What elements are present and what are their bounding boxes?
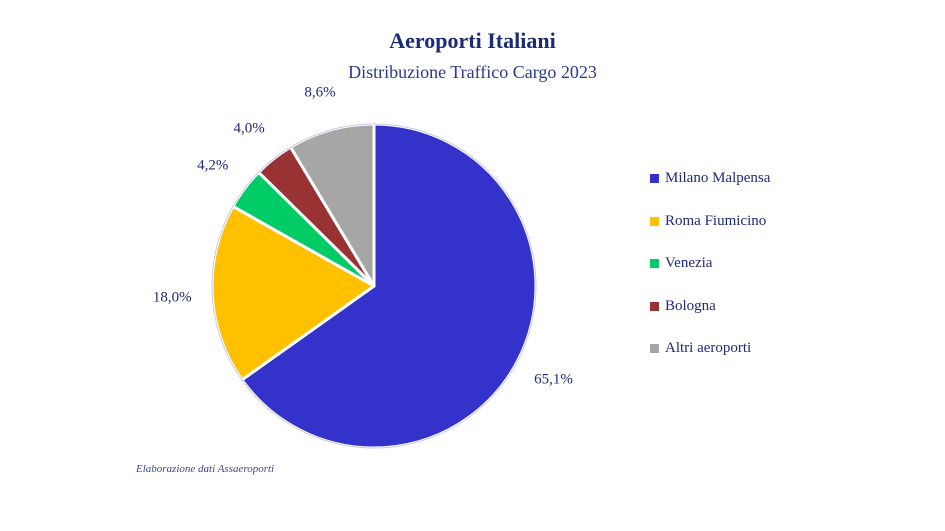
legend-item-altri-aeroporti: Altri aeroporti <box>650 338 770 359</box>
legend-label: Altri aeroporti <box>665 340 752 356</box>
legend-label: Venezia <box>665 255 713 271</box>
pie-slice-milano-malpensa <box>240 122 538 450</box>
legend-swatch <box>650 259 659 268</box>
legend-item-venezia: Venezia <box>650 253 770 274</box>
pie-slice-roma-fiumicino <box>210 204 376 382</box>
legend-label: Milano Malpensa <box>665 170 771 186</box>
legend-swatch <box>650 344 659 353</box>
data-label: 65,1% <box>534 372 573 388</box>
legend-item-milano-malpensa: Milano Malpensa <box>650 168 770 189</box>
data-label: 4,2% <box>197 157 228 173</box>
legend-label: Roma Fiumicino <box>665 212 767 229</box>
legend-label: Bologna <box>665 297 716 314</box>
legend-item-bologna: Bologna <box>650 296 770 317</box>
legend-swatch <box>650 301 659 311</box>
chart-subtitle: Distribuzione Traffico Cargo 2023 <box>348 62 597 82</box>
legend-item-roma-fiumicino: Roma Fiumicino <box>650 211 770 232</box>
legend: Milano Malpensa Roma Fiumicino Venezia B… <box>650 168 770 381</box>
legend-swatch <box>650 174 659 183</box>
data-label: 8,6% <box>304 84 335 100</box>
data-label: 18,0% <box>153 289 192 305</box>
source-note: Elaborazione dati Assaeroporti <box>136 463 275 475</box>
pie-slice-altri-aeroporti <box>289 122 376 288</box>
chart-title: Aeroporti Italiani <box>389 28 556 53</box>
data-label: 4,0% <box>233 120 264 136</box>
pie-outline <box>211 123 537 449</box>
legend-swatch <box>650 216 659 226</box>
